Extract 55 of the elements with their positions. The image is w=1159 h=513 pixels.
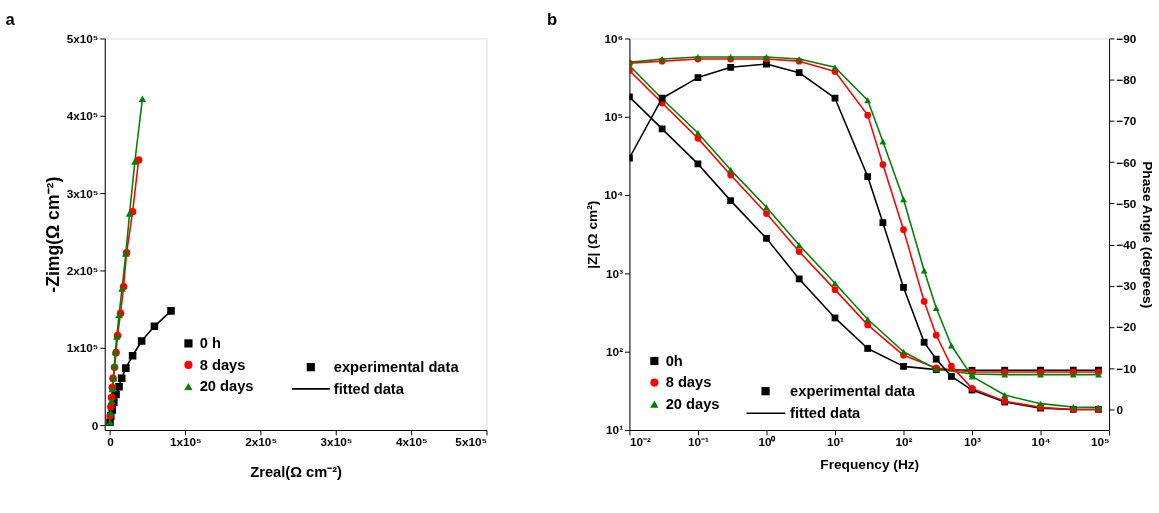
y-tick-label: 5x10⁵	[66, 31, 99, 45]
x-tick-label: 10³	[964, 435, 982, 449]
y-tick-label: 3x10⁵	[66, 186, 99, 200]
x-tick-label: 10⁴	[1031, 435, 1051, 449]
y-tick-label: 2x10⁵	[66, 264, 99, 278]
y-tick-label: 10⁶	[604, 31, 624, 45]
y-tick-label: 10³	[606, 266, 624, 280]
y-tick-label: 0	[91, 418, 99, 432]
x-tick-label: 10⁰	[758, 435, 777, 449]
y-tick-label: 4x10⁵	[66, 109, 99, 123]
x-tick-label: 4x10⁵	[395, 435, 428, 449]
x-tick-label: 10⁻²	[629, 435, 651, 449]
y2-tick-label: −70	[1116, 114, 1137, 128]
legend-label: 0h	[665, 352, 683, 369]
y2-tick-label: 0	[1116, 402, 1124, 416]
y-axis-title: -Zimg(Ω cm⁻²)	[42, 176, 63, 293]
y2-tick-label: −40	[1116, 237, 1137, 251]
chart-title: b	[546, 9, 558, 29]
y2-tick-label: −80	[1116, 73, 1137, 87]
y-tick-label: 10¹	[606, 423, 624, 437]
x-tick-label: 10⁵	[1090, 435, 1110, 449]
x-axis-title: Frequency (Hz)	[820, 456, 920, 472]
y2-tick-label: −90	[1116, 31, 1137, 45]
x-tick-label: 10²	[895, 435, 913, 449]
x-axis-title: Zreal(Ω cm⁻²)	[250, 464, 343, 481]
y-tick-label: 10²	[606, 345, 624, 359]
x-tick-label: 0	[107, 435, 115, 449]
legend-label: 0 h	[199, 335, 221, 352]
y2-tick-label: −10	[1116, 361, 1137, 375]
y-tick-label: 10⁵	[604, 110, 624, 124]
chart-title: a	[5, 9, 16, 29]
y-tick-label: 1x10⁵	[66, 341, 99, 355]
legend-label: 20 days	[665, 395, 720, 412]
annotation: fitted data	[333, 380, 405, 397]
y2-axis-title: Phase Angle (degrees)	[1140, 161, 1156, 309]
legend-label: 8 days	[199, 356, 246, 373]
x-tick-label: 5x10⁵	[455, 435, 487, 449]
annotation: experimental data	[333, 359, 460, 376]
y2-tick-label: −20	[1116, 320, 1137, 334]
x-tick-label: 3x10⁵	[320, 435, 353, 449]
x-tick-label: 10¹	[826, 435, 845, 449]
x-tick-label: 1x10⁵	[169, 435, 202, 449]
legend-label: 20 days	[199, 378, 254, 395]
y-axis-title: |Z| (Ω cm²)	[585, 200, 601, 269]
annotation: ■	[305, 360, 316, 374]
annotation: fitted data	[790, 405, 862, 422]
x-tick-label: 2x10⁵	[245, 435, 277, 449]
legend-label: 8 days	[665, 374, 712, 391]
y2-tick-label: −60	[1116, 155, 1137, 169]
annotation: ■	[760, 383, 771, 397]
x-tick-label: 10⁻¹	[687, 435, 709, 449]
y2-tick-label: −50	[1116, 196, 1137, 210]
annotation: experimental data	[790, 382, 916, 399]
y-tick-label: 10⁴	[604, 188, 624, 202]
y2-tick-label: −30	[1116, 279, 1137, 293]
